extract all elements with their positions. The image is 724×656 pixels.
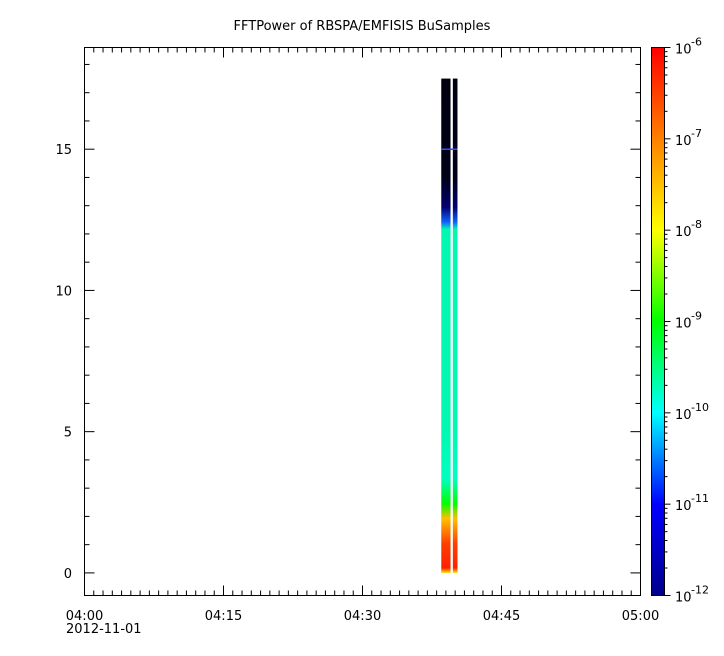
colorbar-tick-label: 10 [675,499,692,514]
y-tick-label: 10 [55,284,72,299]
colorbar [651,47,665,596]
y-axis: 0 5 10 15 [55,63,641,582]
colorbar-tick-exponent: -10 [691,401,709,414]
colorbar-tick-label: 10 [675,43,692,58]
plot-frame [84,47,641,596]
chart-title: FFTPower of RBSPA/EMFISIS BuSamples [234,19,491,34]
spectrogram-column-2 [452,78,458,573]
colorbar-tick-exponent: -12 [691,584,709,597]
spectrogram-column-1 [441,78,451,573]
colorbar-tick-label: 10 [675,591,692,606]
colorbar-tick-label: 10 [675,317,692,332]
x-tick-label: 04:15 [205,609,242,624]
x-tick-label: 04:30 [344,609,381,624]
colorbar-tick-exponent: -9 [691,310,702,323]
spectrogram-columns [441,78,458,573]
colorbar-tick-exponent: -8 [691,218,702,231]
x-axis: 04:00 04:15 04:30 04:45 05:00 [66,47,659,624]
x-tick-label: 04:45 [483,609,520,624]
x-date-label: 2012-11-01 [66,622,142,637]
colorbar-tick-exponent: -11 [691,492,709,505]
colorbar-tick-exponent: -7 [691,127,702,140]
colorbar-tick-label: 10 [675,408,692,423]
colorbar-tick-label: 10 [675,134,692,149]
x-tick-label: 04:00 [66,609,103,624]
colorbar-tick-label: 10 [675,225,692,240]
colorbar-tick-exponent: -6 [691,36,702,49]
y-tick-label: 0 [64,567,72,582]
x-tick-label: 05:00 [622,609,659,624]
y-tick-label: 15 [55,143,72,158]
y-tick-label: 5 [64,426,72,441]
